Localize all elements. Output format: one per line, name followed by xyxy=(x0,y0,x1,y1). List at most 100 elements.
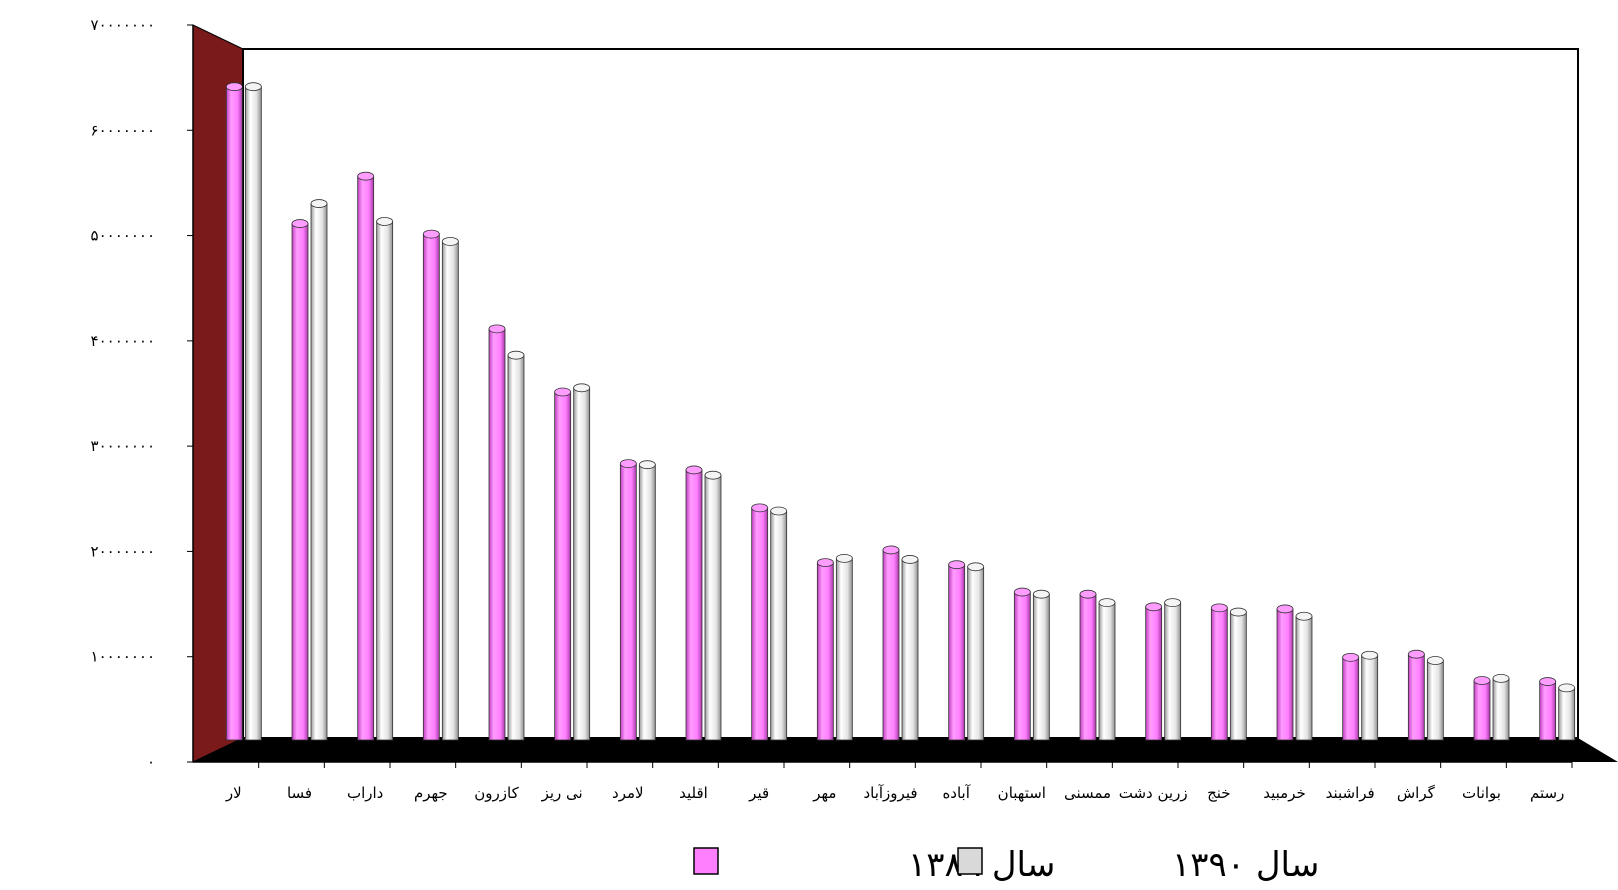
bar-body xyxy=(1426,660,1444,741)
bar xyxy=(1558,683,1576,741)
bar-cap xyxy=(488,324,506,334)
y-tick-label: ٢٠٠٠٠٠٠٠ xyxy=(91,542,155,560)
bar-body xyxy=(507,354,525,741)
bar-body xyxy=(422,233,440,741)
category-label: گراش xyxy=(1397,784,1436,802)
y-tick-label: ۴٠٠٠٠٠٠٠ xyxy=(91,332,155,350)
bar xyxy=(1361,650,1379,741)
bar-body xyxy=(967,566,985,741)
legend-label: سال ١٣٩٠ xyxy=(1172,845,1319,885)
bar xyxy=(441,237,459,741)
category-label: لار xyxy=(225,784,242,802)
category-label: فسا xyxy=(287,784,312,802)
bar xyxy=(488,324,506,741)
bar xyxy=(244,82,262,741)
y-tick-label: ۵٠٠٠٠٠٠٠ xyxy=(91,227,155,245)
category-label: خرمبيد xyxy=(1263,784,1306,802)
bar-cap xyxy=(1295,611,1313,621)
category-label: استهبان xyxy=(998,784,1046,802)
bar-cap xyxy=(1558,683,1576,693)
bar-body xyxy=(310,203,328,741)
bar xyxy=(1098,598,1116,741)
bar-body xyxy=(488,328,506,741)
legend-swatch xyxy=(957,847,983,875)
category-label: زرين دشت xyxy=(1119,784,1188,802)
bar-body xyxy=(1295,615,1313,741)
bar-body xyxy=(816,562,834,741)
bar xyxy=(1210,603,1228,741)
bar xyxy=(1426,656,1444,741)
bar-cap xyxy=(1361,650,1379,660)
bar-body xyxy=(1032,593,1050,741)
bar-body xyxy=(1361,654,1379,741)
bar xyxy=(507,350,525,741)
bar-cap xyxy=(751,503,769,513)
bar-body xyxy=(1492,678,1510,741)
bar-body xyxy=(1407,653,1425,741)
bar-body xyxy=(573,387,591,741)
bar-body xyxy=(704,474,722,741)
bar xyxy=(619,459,637,741)
x-axis-labels: لار فسا داراب جهرم كازرون نی ريز لامرد اقليد قير… xyxy=(225,762,1573,802)
bar xyxy=(225,82,243,741)
bar-body xyxy=(638,464,656,741)
bar-body xyxy=(291,223,309,741)
bar xyxy=(1032,589,1050,741)
category-label: بوانات xyxy=(1462,784,1501,802)
bar-cap xyxy=(441,237,459,246)
bar xyxy=(835,553,853,741)
category-label: اقليد xyxy=(679,784,708,802)
bar-cap xyxy=(1032,589,1050,599)
bar xyxy=(554,387,572,741)
bar-body xyxy=(1210,607,1228,741)
bar-cap xyxy=(573,383,591,393)
bar-body xyxy=(1229,611,1247,741)
bar xyxy=(1342,652,1360,741)
bar-cap xyxy=(770,506,788,516)
bar xyxy=(310,199,328,741)
bars xyxy=(225,82,1576,741)
y-tick-label: ٧٠٠٠٠٠٠٠ xyxy=(91,16,155,34)
bar-cap xyxy=(704,470,722,480)
bar-cap xyxy=(1473,676,1491,685)
bar-body xyxy=(1276,608,1294,741)
bar-body xyxy=(244,86,262,741)
bar xyxy=(770,506,788,741)
category-label: قير xyxy=(748,784,769,802)
bar xyxy=(1492,674,1510,741)
bar-cap xyxy=(638,460,656,470)
bar xyxy=(357,171,375,741)
bar xyxy=(1473,676,1491,741)
category-label: جهرم xyxy=(414,784,448,802)
y-tick-label: ٠ xyxy=(147,753,155,771)
category-label: آباده xyxy=(942,784,970,802)
bar-body xyxy=(554,391,572,741)
bar-cap xyxy=(816,558,834,567)
bar xyxy=(1079,589,1097,741)
bar xyxy=(1229,607,1247,741)
bar xyxy=(751,503,769,741)
bar xyxy=(967,562,985,741)
bar-cap xyxy=(901,555,919,564)
bar-body xyxy=(1079,593,1097,741)
category-label: ممسنی xyxy=(1064,784,1111,802)
bar-body xyxy=(1342,656,1360,741)
bar xyxy=(376,217,394,741)
bar-cap xyxy=(882,545,900,555)
bar-cap xyxy=(1210,603,1228,613)
bar-body xyxy=(1098,602,1116,741)
bar-cap xyxy=(1164,598,1182,607)
floor xyxy=(193,738,1618,762)
bar-cap xyxy=(422,229,440,239)
bar-body xyxy=(901,559,919,741)
bar xyxy=(816,558,834,741)
legend-swatch xyxy=(693,847,719,875)
bar xyxy=(422,229,440,741)
bar xyxy=(704,470,722,741)
bar-cap xyxy=(619,459,637,469)
bar-cap xyxy=(1407,649,1425,659)
y-tick-label: ١٠٠٠٠٠٠٠ xyxy=(91,648,155,666)
bar-body xyxy=(751,507,769,741)
bar xyxy=(1013,587,1031,741)
